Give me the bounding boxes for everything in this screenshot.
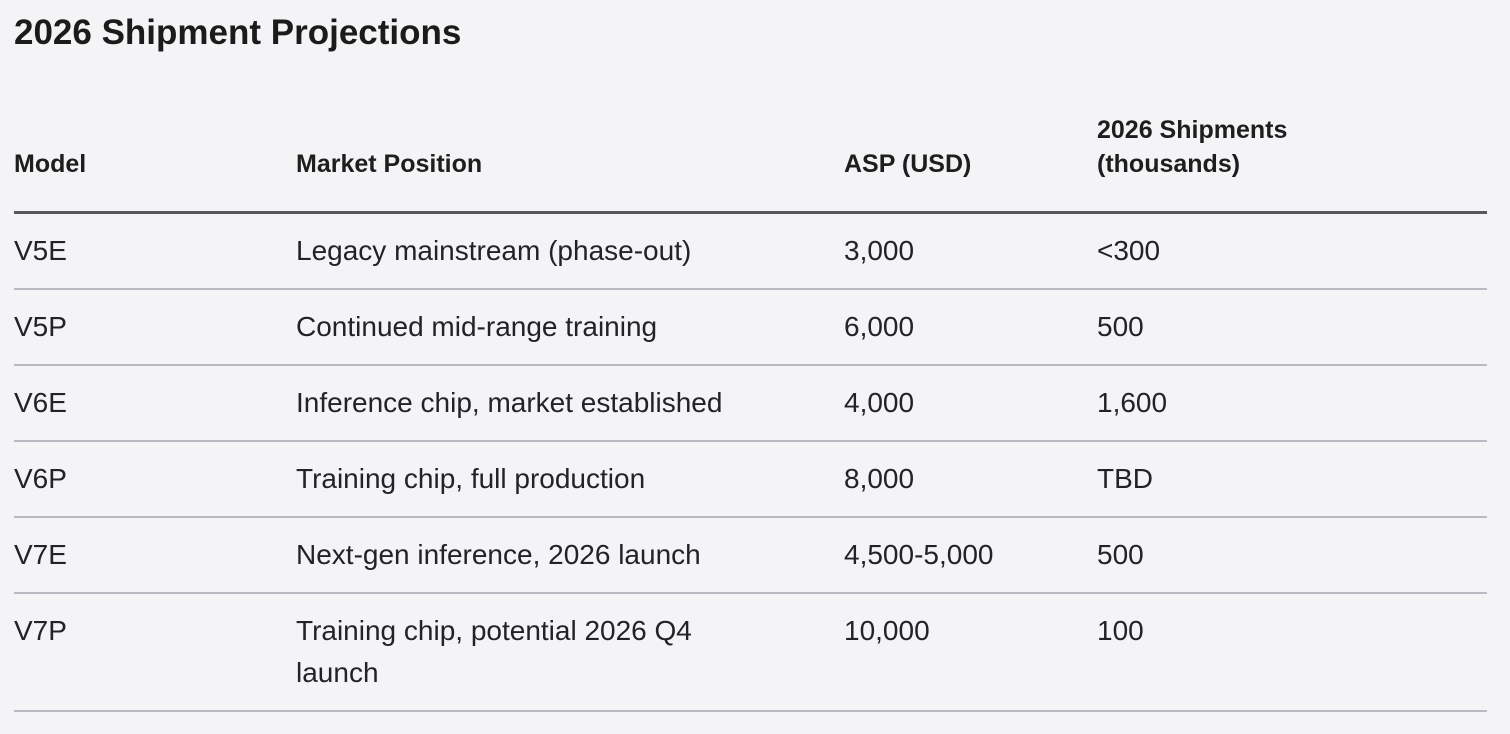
cell-model: V6E (14, 365, 296, 442)
column-header-asp: ASP (USD) (844, 113, 1097, 214)
cell-shipments: 100 (1097, 593, 1312, 712)
table-row: V5P Continued mid-range training 6,000 5… (14, 289, 1487, 366)
cell-filler (1312, 593, 1487, 712)
cell-model: V7E (14, 517, 296, 594)
table-row: V6P Training chip, full production 8,000… (14, 441, 1487, 518)
column-header-filler (1312, 113, 1487, 214)
table-row: V7P Training chip, potential 2026 Q4 lau… (14, 593, 1487, 712)
table-body: V5E Legacy mainstream (phase-out) 3,000 … (14, 212, 1487, 712)
cell-asp: 4,500-5,000 (844, 517, 1097, 594)
cell-shipments: 1,600 (1097, 365, 1312, 442)
cell-market-position: Training chip, potential 2026 Q4 launch (296, 593, 844, 712)
cell-filler (1312, 365, 1487, 442)
column-header-market-position: Market Position (296, 113, 844, 214)
cell-model: V5E (14, 212, 296, 290)
cell-filler (1312, 441, 1487, 518)
table-row: V7E Next-gen inference, 2026 launch 4,50… (14, 517, 1487, 594)
cell-model: V6P (14, 441, 296, 518)
table-row: V5E Legacy mainstream (phase-out) 3,000 … (14, 212, 1487, 290)
cell-asp: 4,000 (844, 365, 1097, 442)
cell-market-position: Inference chip, market established (296, 365, 844, 442)
cell-market-position: Continued mid-range training (296, 289, 844, 366)
column-header-model: Model (14, 113, 296, 214)
table-header: Model Market Position ASP (USD) 2026 Shi… (14, 113, 1487, 214)
cell-model: V5P (14, 289, 296, 366)
cell-market-position: Legacy mainstream (phase-out) (296, 212, 844, 290)
cell-filler (1312, 517, 1487, 594)
header-row: Model Market Position ASP (USD) 2026 Shi… (14, 113, 1487, 214)
page-title: 2026 Shipment Projections (14, 13, 462, 52)
cell-model: V7P (14, 593, 296, 712)
cell-shipments: 500 (1097, 289, 1312, 366)
cell-filler (1312, 289, 1487, 366)
table-row: V6E Inference chip, market established 4… (14, 365, 1487, 442)
column-header-shipments: 2026 Shipments (thousands) (1097, 113, 1312, 214)
cell-shipments: 500 (1097, 517, 1312, 594)
cell-market-position: Next-gen inference, 2026 launch (296, 517, 844, 594)
cell-asp: 10,000 (844, 593, 1097, 712)
cell-asp: 6,000 (844, 289, 1097, 366)
cell-asp: 8,000 (844, 441, 1097, 518)
cell-filler (1312, 212, 1487, 290)
cell-shipments: TBD (1097, 441, 1312, 518)
cell-market-position: Training chip, full production (296, 441, 844, 518)
cell-shipments: <300 (1097, 212, 1312, 290)
cell-asp: 3,000 (844, 212, 1097, 290)
shipment-projections-table: Model Market Position ASP (USD) 2026 Shi… (14, 113, 1487, 712)
